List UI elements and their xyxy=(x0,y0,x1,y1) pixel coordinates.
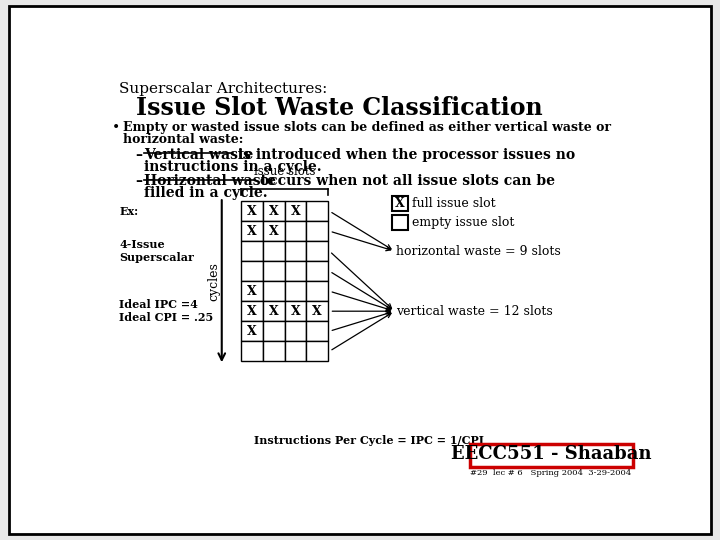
Bar xyxy=(392,195,408,211)
Bar xyxy=(241,321,263,341)
Text: Superscalar Architectures:: Superscalar Architectures: xyxy=(120,82,328,96)
Text: X: X xyxy=(269,305,279,318)
Text: X: X xyxy=(247,205,257,218)
Bar xyxy=(263,341,284,361)
Bar xyxy=(263,261,284,281)
Bar xyxy=(263,321,284,341)
Text: X: X xyxy=(247,305,257,318)
Bar xyxy=(306,241,328,261)
Text: Horizontal waste: Horizontal waste xyxy=(144,174,276,188)
Bar xyxy=(284,321,306,341)
Bar xyxy=(306,261,328,281)
Text: Issue Slot Waste Classification: Issue Slot Waste Classification xyxy=(137,96,543,119)
Bar xyxy=(263,221,284,241)
Bar xyxy=(284,261,306,281)
Text: instructions in a cycle.: instructions in a cycle. xyxy=(144,159,322,173)
Text: Ex:: Ex: xyxy=(120,206,138,217)
Bar xyxy=(284,301,306,321)
Text: occurs when not all issue slots can be: occurs when not all issue slots can be xyxy=(255,174,555,188)
Bar xyxy=(241,341,263,361)
Text: X: X xyxy=(290,205,300,218)
Text: X: X xyxy=(247,285,257,298)
Text: Ideal IPC =4
Ideal CPI = .25: Ideal IPC =4 Ideal CPI = .25 xyxy=(120,299,214,323)
Bar xyxy=(284,201,306,221)
Text: X: X xyxy=(290,305,300,318)
Text: X: X xyxy=(269,225,279,238)
Text: Empty or wasted issue slots can be defined as either vertical waste or: Empty or wasted issue slots can be defin… xyxy=(122,121,611,134)
Text: cycles: cycles xyxy=(207,262,220,301)
Bar xyxy=(241,221,263,241)
Text: issue slots: issue slots xyxy=(253,165,315,178)
Text: Vertical waste: Vertical waste xyxy=(144,148,253,162)
Bar xyxy=(306,281,328,301)
Text: is introduced when the processor issues no: is introduced when the processor issues … xyxy=(233,148,575,162)
Text: X: X xyxy=(247,325,257,338)
Bar xyxy=(306,341,328,361)
Bar xyxy=(306,321,328,341)
Text: filled in a cycle.: filled in a cycle. xyxy=(144,186,268,200)
Text: full issue slot: full issue slot xyxy=(413,197,496,210)
Text: vertical waste = 12 slots: vertical waste = 12 slots xyxy=(396,305,553,318)
Text: –: – xyxy=(135,148,142,162)
Bar xyxy=(306,301,328,321)
Bar xyxy=(263,301,284,321)
Bar xyxy=(241,281,263,301)
Text: #29  lec # 6   Spring 2004  3-29-2004: #29 lec # 6 Spring 2004 3-29-2004 xyxy=(470,469,631,477)
Text: X: X xyxy=(247,225,257,238)
Text: Instructions Per Cycle = IPC = 1/CPI: Instructions Per Cycle = IPC = 1/CPI xyxy=(254,435,484,446)
Bar xyxy=(306,221,328,241)
Bar xyxy=(241,301,263,321)
Bar xyxy=(241,261,263,281)
Bar xyxy=(263,241,284,261)
Bar xyxy=(306,201,328,221)
Text: horizontal waste:: horizontal waste: xyxy=(122,132,243,146)
Text: 4-Issue
Superscalar: 4-Issue Superscalar xyxy=(120,239,194,263)
Bar xyxy=(392,215,408,231)
Bar xyxy=(469,444,632,467)
Text: X: X xyxy=(269,205,279,218)
Bar xyxy=(284,241,306,261)
Text: X: X xyxy=(312,305,322,318)
Bar xyxy=(284,221,306,241)
Text: empty issue slot: empty issue slot xyxy=(413,216,515,229)
Text: –: – xyxy=(135,174,142,188)
Text: •: • xyxy=(112,121,120,135)
Bar xyxy=(284,281,306,301)
Bar xyxy=(263,201,284,221)
Text: X: X xyxy=(395,197,405,210)
Bar xyxy=(241,241,263,261)
Bar xyxy=(263,281,284,301)
Text: horizontal waste = 9 slots: horizontal waste = 9 slots xyxy=(396,245,561,258)
Bar xyxy=(284,341,306,361)
Bar xyxy=(241,201,263,221)
Text: EECC551 - Shaaban: EECC551 - Shaaban xyxy=(451,446,652,463)
